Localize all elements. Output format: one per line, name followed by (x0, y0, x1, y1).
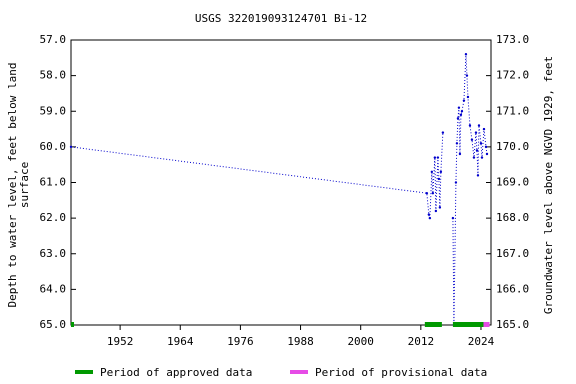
data-point (482, 127, 486, 131)
data-point (438, 206, 442, 209)
data-point (476, 174, 480, 177)
data-point (425, 191, 429, 195)
y-tick-label: 62.0 (40, 211, 67, 224)
x-tick-label: 1976 (227, 335, 254, 348)
data-point (465, 74, 469, 77)
data-point (468, 124, 472, 127)
data-point (464, 53, 468, 56)
data-point (458, 152, 462, 156)
data-point (479, 142, 483, 145)
data-point (474, 131, 478, 134)
y-tick-label: 65.0 (40, 318, 67, 331)
data-point (457, 106, 461, 109)
data-point (433, 156, 437, 159)
x-tick-label: 2012 (408, 335, 435, 348)
legend-label: Period of provisional data (315, 366, 487, 379)
y-axis-label: Depth to water level, feet below land (6, 62, 19, 307)
y2-axis-label: Groundwater level above NGVD 1929, feet (542, 56, 555, 314)
data-point (456, 117, 460, 120)
y-tick-label: 61.0 (40, 176, 67, 189)
data-point (480, 156, 484, 159)
period-bar (483, 322, 490, 327)
y2-tick-label: 170.0 (496, 140, 529, 153)
y-tick-label: 58.0 (40, 69, 67, 82)
data-point (485, 152, 489, 156)
data-point (431, 191, 435, 195)
data-point (462, 99, 466, 102)
y2-tick-label: 165.0 (496, 318, 529, 331)
y-tick-label: 64.0 (40, 282, 67, 295)
data-point (460, 110, 464, 113)
data-point (454, 181, 458, 184)
data-point (439, 170, 443, 174)
plot-frame (70, 39, 492, 326)
y-tick-label: 60.0 (40, 140, 67, 153)
chart-title: USGS 322019093124701 Bi-12 (195, 12, 367, 25)
legend-label: Period of approved data (100, 366, 252, 379)
period-bar (424, 322, 442, 327)
y-axis-label: surface (18, 162, 31, 208)
data-point (437, 177, 441, 181)
y2-tick-label: 173.0 (496, 33, 529, 46)
data-point (470, 138, 474, 141)
y2-tick-label: 166.0 (496, 282, 529, 295)
data-point (477, 124, 481, 127)
data-line (452, 54, 488, 326)
data-point (434, 209, 438, 213)
y2-tick-label: 172.0 (496, 69, 529, 82)
y2-tick-label: 167.0 (496, 247, 529, 260)
data-point (472, 156, 476, 159)
x-tick-label: 2000 (347, 335, 374, 348)
y2-tick-label: 171.0 (496, 104, 529, 117)
period-bar (452, 322, 484, 327)
x-tick-label: 1964 (167, 335, 194, 348)
y2-tick-label: 169.0 (496, 176, 529, 189)
data-point (484, 145, 488, 149)
y-tick-label: 59.0 (40, 104, 67, 117)
y-tick-label: 63.0 (40, 247, 67, 260)
y2-tick-label: 168.0 (496, 211, 529, 224)
data-point (466, 95, 470, 99)
data-point (455, 142, 459, 145)
data-point (451, 216, 455, 220)
data-point (436, 156, 440, 159)
period-bar (71, 322, 75, 327)
data-point (430, 170, 434, 174)
y-tick-label: 57.0 (40, 33, 67, 46)
x-tick-label: 2024 (468, 335, 495, 348)
x-tick-label: 1952 (107, 335, 134, 348)
data-line (70, 132, 444, 219)
data-point (441, 131, 445, 134)
data-point (475, 149, 479, 152)
x-tick-label: 1988 (287, 335, 314, 348)
data-point (427, 213, 431, 216)
data-point (69, 145, 73, 149)
data-point (459, 113, 463, 117)
data-point (428, 216, 432, 220)
